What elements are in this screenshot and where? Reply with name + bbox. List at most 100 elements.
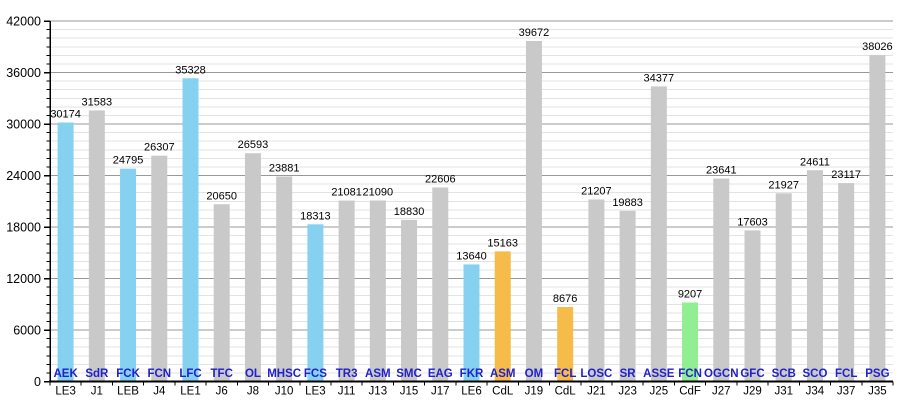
bar-value-label: 9207	[678, 288, 702, 300]
bar-team-label: LFC	[179, 368, 201, 380]
bar-team-label: GFC	[740, 368, 764, 380]
bar-fcl-j37	[838, 183, 855, 382]
bar-match-label: J31	[774, 386, 793, 398]
y-axis-tick-label: 24000	[6, 169, 41, 183]
bar-eag-j17	[432, 187, 449, 382]
bar-match-label: J37	[837, 386, 856, 398]
bar-asse-j25	[650, 86, 667, 382]
bar-smc-j15	[401, 219, 418, 382]
bar-value-label: 20650	[206, 190, 237, 202]
bar-ol-j8	[244, 153, 261, 382]
bar-value-label: 21927	[768, 179, 799, 191]
bar-value-label: 17603	[737, 216, 768, 228]
y-axis-tick-label: 12000	[6, 272, 41, 286]
bar-match-label: LE6	[461, 386, 481, 398]
bar-team-label: EAG	[428, 368, 453, 380]
bar-match-label: LE3	[305, 386, 325, 398]
bar-asm-cdl	[494, 251, 511, 382]
bar-team-label: FKR	[460, 368, 484, 380]
bar-value-label: 26307	[144, 142, 175, 154]
bar-asm-j13	[369, 200, 386, 382]
bar-match-label: J34	[806, 386, 825, 398]
bar-match-label: J29	[743, 386, 762, 398]
bar-team-label: ASM	[490, 368, 516, 380]
bar-team-label: ASM	[365, 368, 391, 380]
bar-team-label: SMC	[396, 368, 422, 380]
bar-value-label: 21207	[581, 185, 612, 197]
bar-team-label: FCN	[678, 368, 702, 380]
bar-value-label: 31583	[82, 96, 113, 108]
bar-team-label: FCS	[304, 368, 327, 380]
bar-match-label: J4	[153, 386, 166, 398]
bar-team-label: OL	[245, 368, 261, 380]
bar-fcl-cdl	[557, 307, 574, 382]
bar-team-label: TR3	[336, 368, 358, 380]
bar-match-label: J25	[650, 386, 669, 398]
bar-match-label: J21	[587, 386, 606, 398]
bar-value-label: 35328	[175, 64, 206, 76]
bar-fcn-cdf	[682, 302, 699, 382]
bar-match-label: J11	[338, 386, 356, 398]
bar-team-label: SR	[620, 368, 637, 380]
bar-match-label: J15	[400, 386, 419, 398]
y-axis-tick-label: 0	[34, 375, 41, 389]
bar-tfc-j6	[213, 204, 230, 382]
y-axis-tick-label: 6000	[13, 324, 41, 338]
bar-fcs-le3	[307, 224, 324, 382]
bar-match-label: J6	[216, 386, 228, 398]
bar-match-label: CdL	[492, 386, 514, 398]
bar-sdr-j1	[88, 110, 105, 382]
bar-value-label: 24795	[113, 155, 144, 167]
bar-team-label: AEK	[53, 368, 78, 380]
bar-value-label: 38026	[862, 41, 893, 53]
bar-match-label: CdL	[555, 386, 577, 398]
bar-om-j19	[525, 40, 542, 382]
bar-value-label: 8676	[553, 293, 577, 305]
bar-fkr-le6	[463, 264, 480, 382]
bar-value-label: 30174	[50, 109, 81, 121]
bar-team-label: LOSC	[580, 368, 612, 380]
bar-match-label: J17	[431, 386, 450, 398]
bar-team-label: MHSC	[267, 368, 301, 380]
bar-match-label: J23	[618, 386, 637, 398]
bar-team-label: SCB	[772, 368, 796, 380]
bar-match-label: J27	[712, 386, 731, 398]
bar-team-label: OM	[525, 368, 544, 380]
bar-lfc-le1	[182, 78, 199, 382]
bar-losc-j21	[588, 199, 605, 382]
bar-team-label: SdR	[85, 368, 109, 380]
bar-value-label: 24611	[800, 156, 830, 168]
y-axis-tick-label: 30000	[6, 118, 41, 132]
bar-value-label: 18830	[394, 206, 425, 218]
bar-fcn-j4	[151, 155, 168, 382]
bar-team-label: FCL	[554, 368, 576, 380]
bar-value-label: 13640	[456, 250, 487, 262]
bar-value-label: 39672	[519, 27, 550, 39]
bar-sr-j23	[619, 210, 636, 382]
bar-scb-j31	[775, 193, 792, 382]
bar-team-label: FCL	[835, 368, 857, 380]
y-axis-tick-label: 36000	[6, 66, 41, 80]
bar-ogcn-j27	[713, 178, 730, 382]
bar-team-label: TFC	[211, 368, 233, 380]
bar-fck-leb	[120, 168, 137, 382]
bar-match-label: J1	[91, 386, 103, 398]
bar-match-label: J35	[868, 386, 887, 398]
bar-aek-le3	[57, 122, 74, 382]
bar-team-label: FCN	[147, 368, 171, 380]
bar-match-label: J8	[247, 386, 259, 398]
bar-value-label: 18313	[300, 210, 331, 222]
bar-value-label: 21090	[363, 186, 394, 198]
bar-value-label: 23641	[706, 165, 737, 177]
bar-tr3-j11	[338, 200, 355, 382]
bar-team-label: FCK	[116, 368, 140, 380]
bar-value-label: 21081	[331, 187, 362, 199]
bar-match-label: J19	[525, 386, 544, 398]
bar-match-label: J13	[369, 386, 388, 398]
y-axis-tick-label: 42000	[6, 15, 41, 29]
bar-psg-j35	[869, 55, 886, 382]
y-axis-tick-label: 18000	[6, 221, 41, 235]
bar-mhsc-j10	[276, 176, 293, 382]
